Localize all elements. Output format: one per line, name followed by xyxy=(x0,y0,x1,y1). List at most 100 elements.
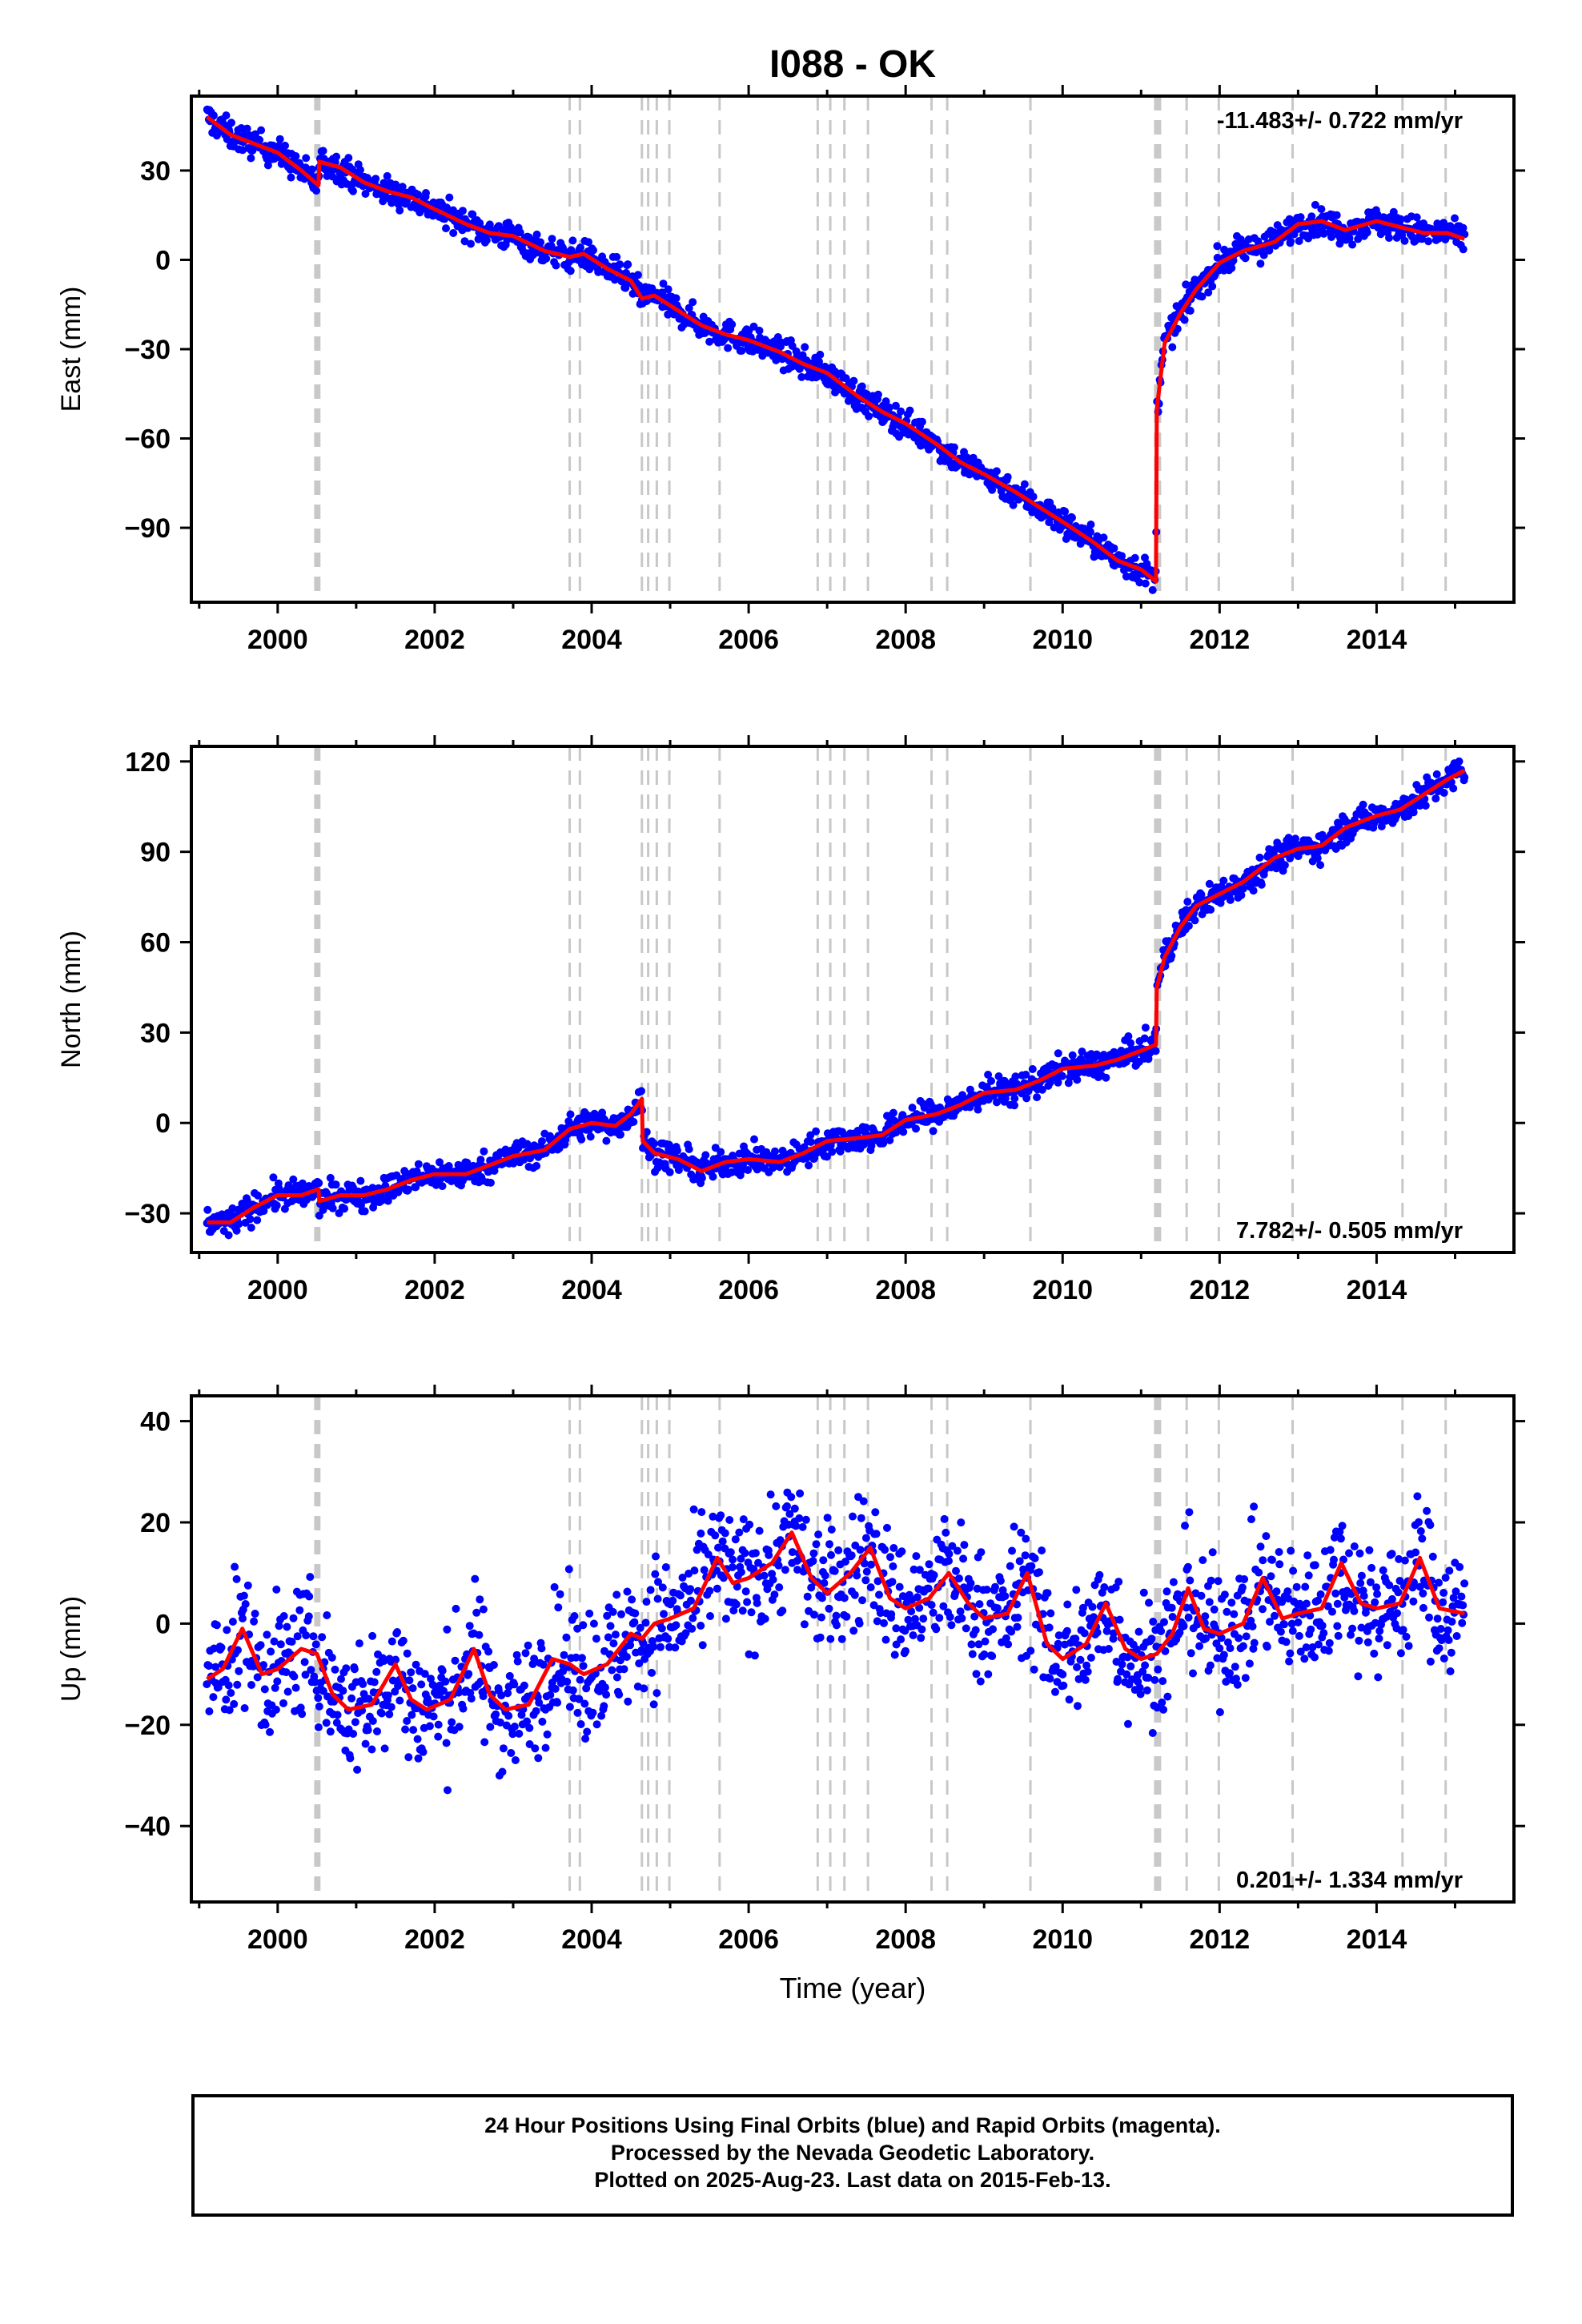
data-point xyxy=(1078,1047,1086,1056)
data-point xyxy=(1432,770,1441,778)
data-point xyxy=(880,1618,888,1627)
data-point xyxy=(915,1566,924,1574)
data-point xyxy=(1259,251,1268,259)
data-point xyxy=(1233,1680,1242,1689)
data-point xyxy=(847,1551,856,1560)
data-point xyxy=(586,1132,595,1141)
data-point xyxy=(203,1205,212,1214)
data-point xyxy=(1456,1562,1464,1571)
data-point xyxy=(1452,1587,1460,1596)
data-point xyxy=(537,1644,546,1653)
data-point xyxy=(515,1729,524,1738)
data-point xyxy=(861,1534,870,1542)
data-point xyxy=(239,1591,248,1600)
data-point xyxy=(600,1683,609,1692)
data-point xyxy=(205,1662,213,1671)
data-point xyxy=(1439,1598,1447,1606)
data-point xyxy=(217,1643,226,1652)
data-point xyxy=(1387,1594,1396,1603)
data-point xyxy=(833,1621,841,1630)
data-point xyxy=(1275,1548,1283,1556)
data-point xyxy=(932,1625,941,1634)
data-point xyxy=(368,1631,377,1640)
data-point xyxy=(344,154,353,163)
data-point xyxy=(1136,1690,1145,1699)
data-point xyxy=(270,1637,279,1646)
data-point xyxy=(803,1592,812,1601)
data-point xyxy=(597,1711,606,1720)
data-point xyxy=(1135,1683,1144,1692)
data-point xyxy=(1436,1625,1445,1633)
data-point xyxy=(346,1754,355,1763)
data-point xyxy=(718,1537,727,1546)
data-point xyxy=(628,1595,636,1604)
data-point xyxy=(550,1582,559,1591)
data-point xyxy=(223,1626,231,1634)
data-point xyxy=(1419,1603,1427,1612)
data-point xyxy=(1206,1661,1215,1670)
data-point xyxy=(1157,1626,1166,1635)
data-point xyxy=(393,1628,402,1636)
data-point xyxy=(971,1626,980,1634)
data-point xyxy=(958,1614,966,1622)
data-point xyxy=(326,1727,335,1736)
data-point xyxy=(225,1706,234,1715)
data-point xyxy=(1365,1546,1374,1554)
data-point xyxy=(629,1117,638,1126)
data-point xyxy=(570,1612,579,1620)
data-point xyxy=(1286,1649,1295,1658)
data-point xyxy=(353,1765,362,1774)
data-point xyxy=(283,1687,292,1696)
data-point xyxy=(962,1624,970,1633)
data-point xyxy=(909,1565,918,1574)
data-point xyxy=(419,1747,428,1756)
data-point xyxy=(524,1641,532,1650)
data-point xyxy=(234,1646,242,1655)
data-point xyxy=(801,343,809,352)
data-point xyxy=(994,1072,1003,1080)
data-point xyxy=(1458,1618,1467,1627)
data-point xyxy=(737,1568,745,1577)
data-point xyxy=(913,1593,921,1602)
data-point xyxy=(459,1704,468,1713)
x-tick-label: 2010 xyxy=(1032,1275,1093,1305)
data-point xyxy=(1357,1571,1366,1580)
data-point xyxy=(648,1668,656,1677)
data-point xyxy=(1332,211,1341,219)
data-point xyxy=(243,1581,252,1590)
data-point xyxy=(489,1661,498,1669)
data-point xyxy=(1207,905,1215,914)
data-point xyxy=(1282,1638,1291,1647)
data-point xyxy=(970,1612,979,1621)
data-point xyxy=(830,1566,839,1575)
data-point xyxy=(822,1152,831,1161)
data-point xyxy=(993,1098,1001,1107)
data-point xyxy=(413,1735,422,1743)
data-point xyxy=(825,1540,833,1549)
y-tick-label: 120 xyxy=(125,747,171,778)
y-tick-label: −90 xyxy=(124,513,171,544)
data-point xyxy=(1147,1634,1156,1643)
data-point xyxy=(279,1699,287,1707)
data-point xyxy=(685,1570,693,1578)
data-point xyxy=(821,1571,829,1580)
data-point xyxy=(1132,1645,1141,1654)
data-point xyxy=(689,298,697,307)
data-point xyxy=(1289,1566,1298,1575)
data-point xyxy=(300,1658,309,1667)
data-point xyxy=(842,1612,851,1621)
data-point xyxy=(669,1596,677,1605)
data-point xyxy=(332,1719,341,1727)
data-point xyxy=(891,401,900,410)
data-point xyxy=(1150,1675,1159,1684)
data-point xyxy=(729,1606,738,1614)
data-point xyxy=(434,1732,443,1741)
data-point xyxy=(1239,1642,1247,1651)
data-point xyxy=(1330,1555,1338,1564)
data-point xyxy=(1241,1674,1250,1683)
data-point xyxy=(405,1676,414,1685)
data-point xyxy=(602,1691,611,1699)
data-point xyxy=(825,1604,833,1613)
data-point xyxy=(1222,1678,1231,1686)
data-point xyxy=(328,1204,337,1212)
